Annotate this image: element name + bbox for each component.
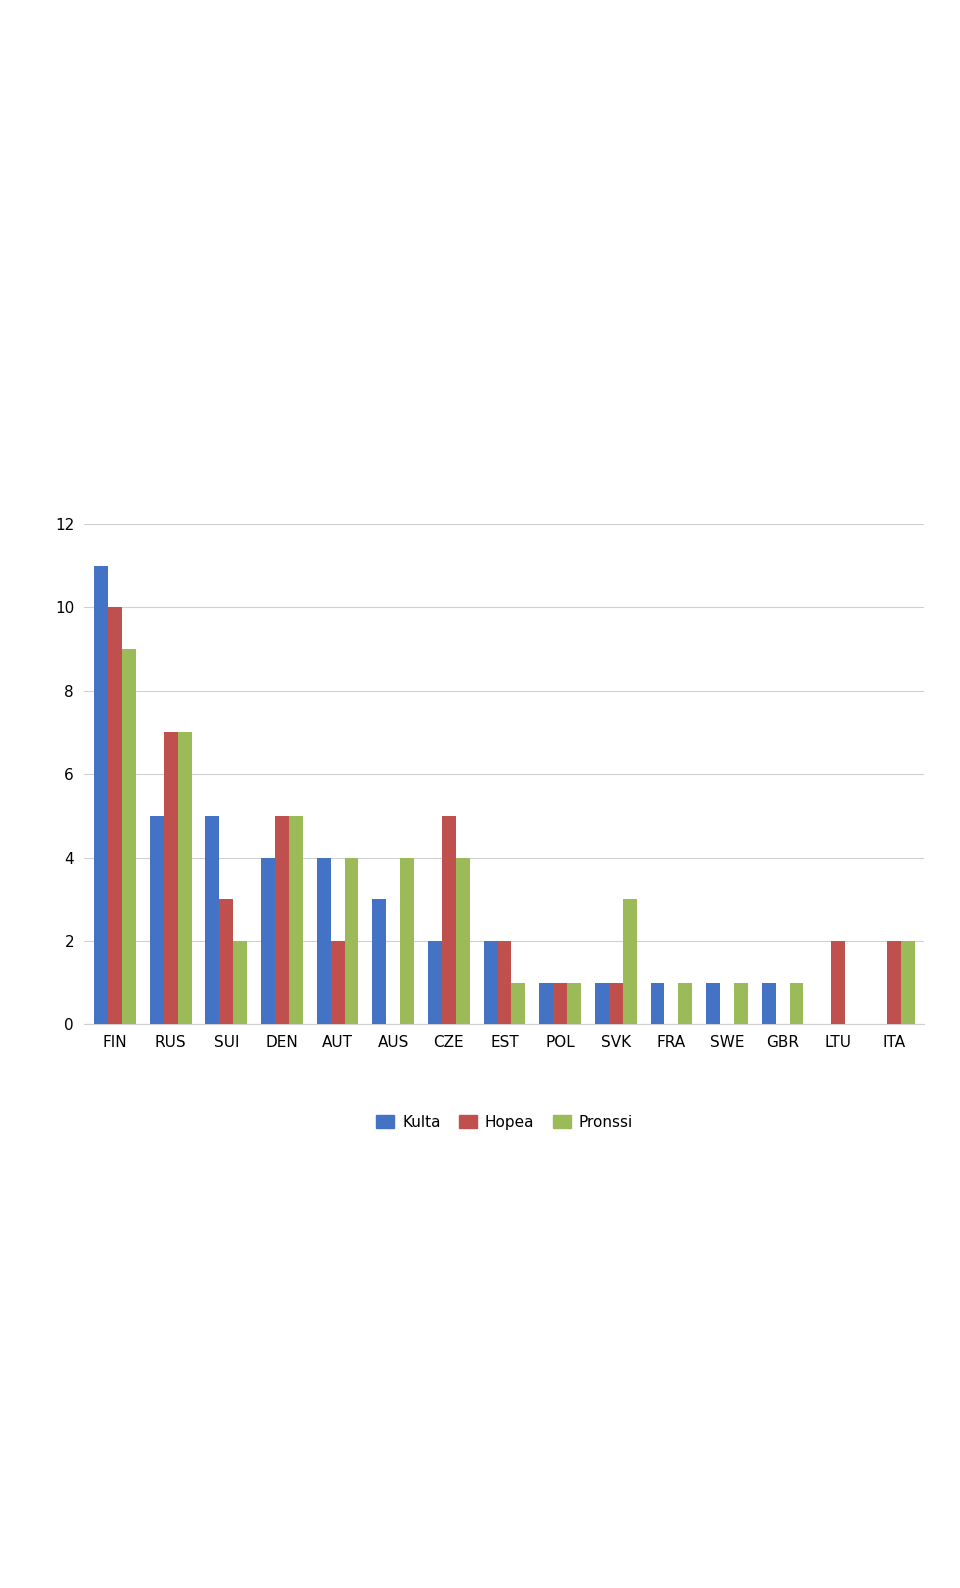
- Bar: [289, 816, 302, 1024]
- Bar: [220, 899, 233, 1024]
- Bar: [512, 983, 525, 1024]
- Bar: [317, 858, 330, 1024]
- Bar: [609, 983, 623, 1024]
- Bar: [707, 983, 720, 1024]
- Bar: [122, 649, 136, 1024]
- Bar: [497, 940, 512, 1024]
- Bar: [261, 858, 275, 1024]
- Bar: [205, 816, 220, 1024]
- Bar: [540, 983, 553, 1024]
- Bar: [484, 940, 497, 1024]
- Bar: [233, 940, 247, 1024]
- Bar: [372, 899, 386, 1024]
- Bar: [623, 899, 636, 1024]
- Bar: [345, 858, 358, 1024]
- Bar: [734, 983, 748, 1024]
- Bar: [456, 858, 469, 1024]
- Bar: [831, 940, 845, 1024]
- Bar: [595, 983, 609, 1024]
- Bar: [330, 940, 345, 1024]
- Bar: [900, 940, 915, 1024]
- Bar: [150, 816, 164, 1024]
- Bar: [442, 816, 456, 1024]
- Bar: [178, 732, 192, 1024]
- Bar: [679, 983, 692, 1024]
- Bar: [887, 940, 900, 1024]
- Bar: [94, 565, 108, 1024]
- Bar: [567, 983, 581, 1024]
- Bar: [108, 608, 122, 1024]
- Bar: [164, 732, 178, 1024]
- Bar: [400, 858, 414, 1024]
- Bar: [553, 983, 567, 1024]
- Legend: Kulta, Hopea, Pronssi: Kulta, Hopea, Pronssi: [369, 1107, 640, 1137]
- Bar: [275, 816, 289, 1024]
- Bar: [428, 940, 442, 1024]
- Bar: [789, 983, 804, 1024]
- Bar: [651, 983, 664, 1024]
- Bar: [762, 983, 776, 1024]
